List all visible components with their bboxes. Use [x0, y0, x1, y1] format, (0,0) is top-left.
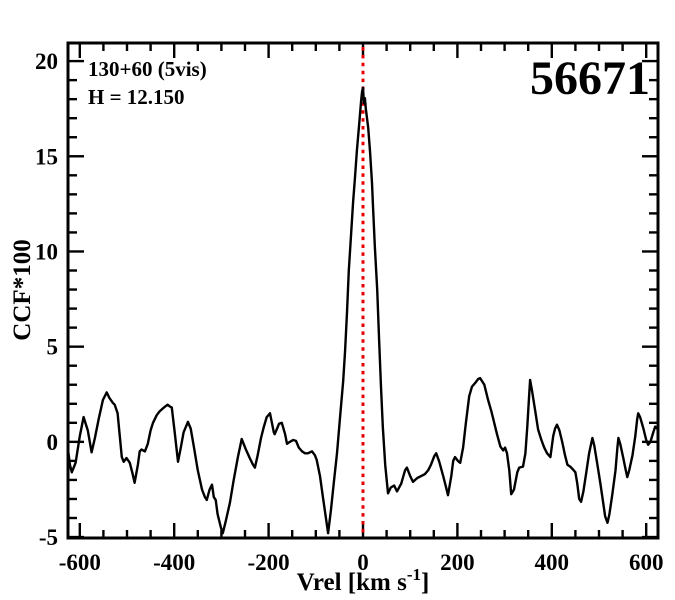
plot-frame: [66, 41, 660, 540]
axis-tick-labels: -600 -400 -200 0 200 400 600 20 15 10 5 0 -5: [35, 49, 663, 575]
y-tick-label: -5: [39, 525, 58, 550]
x-tick-label: -600: [59, 550, 101, 575]
axis-tick-marks: [69, 44, 657, 539]
x-tick-label: 600: [629, 550, 664, 575]
x-axis-label-superscript: -1: [407, 565, 421, 584]
y-tick-label: 10: [35, 239, 58, 264]
x-axis-label-end: ]: [421, 569, 429, 596]
x-tick-label: -200: [248, 550, 290, 575]
x-axis-label: Vrel [km s-1]: [297, 565, 430, 596]
x-axis-label-main: Vrel [km s: [297, 569, 407, 596]
y-tick-label: 0: [47, 430, 59, 455]
annotation-field-id: 130+60 (5vis): [88, 57, 207, 81]
y-tick-label: 20: [35, 49, 58, 74]
x-tick-label: 0: [357, 550, 369, 575]
x-tick-label: 200: [440, 550, 475, 575]
ccf-curve: [66, 86, 660, 535]
y-tick-label: 5: [47, 335, 59, 360]
y-axis-label: CCF*100: [9, 239, 36, 340]
annotation-h-magnitude: H = 12.150: [88, 85, 185, 109]
x-tick-label: -400: [153, 550, 195, 575]
y-tick-label: 15: [35, 144, 58, 169]
plot-title: 56671: [530, 52, 650, 105]
x-tick-label: 400: [535, 550, 570, 575]
